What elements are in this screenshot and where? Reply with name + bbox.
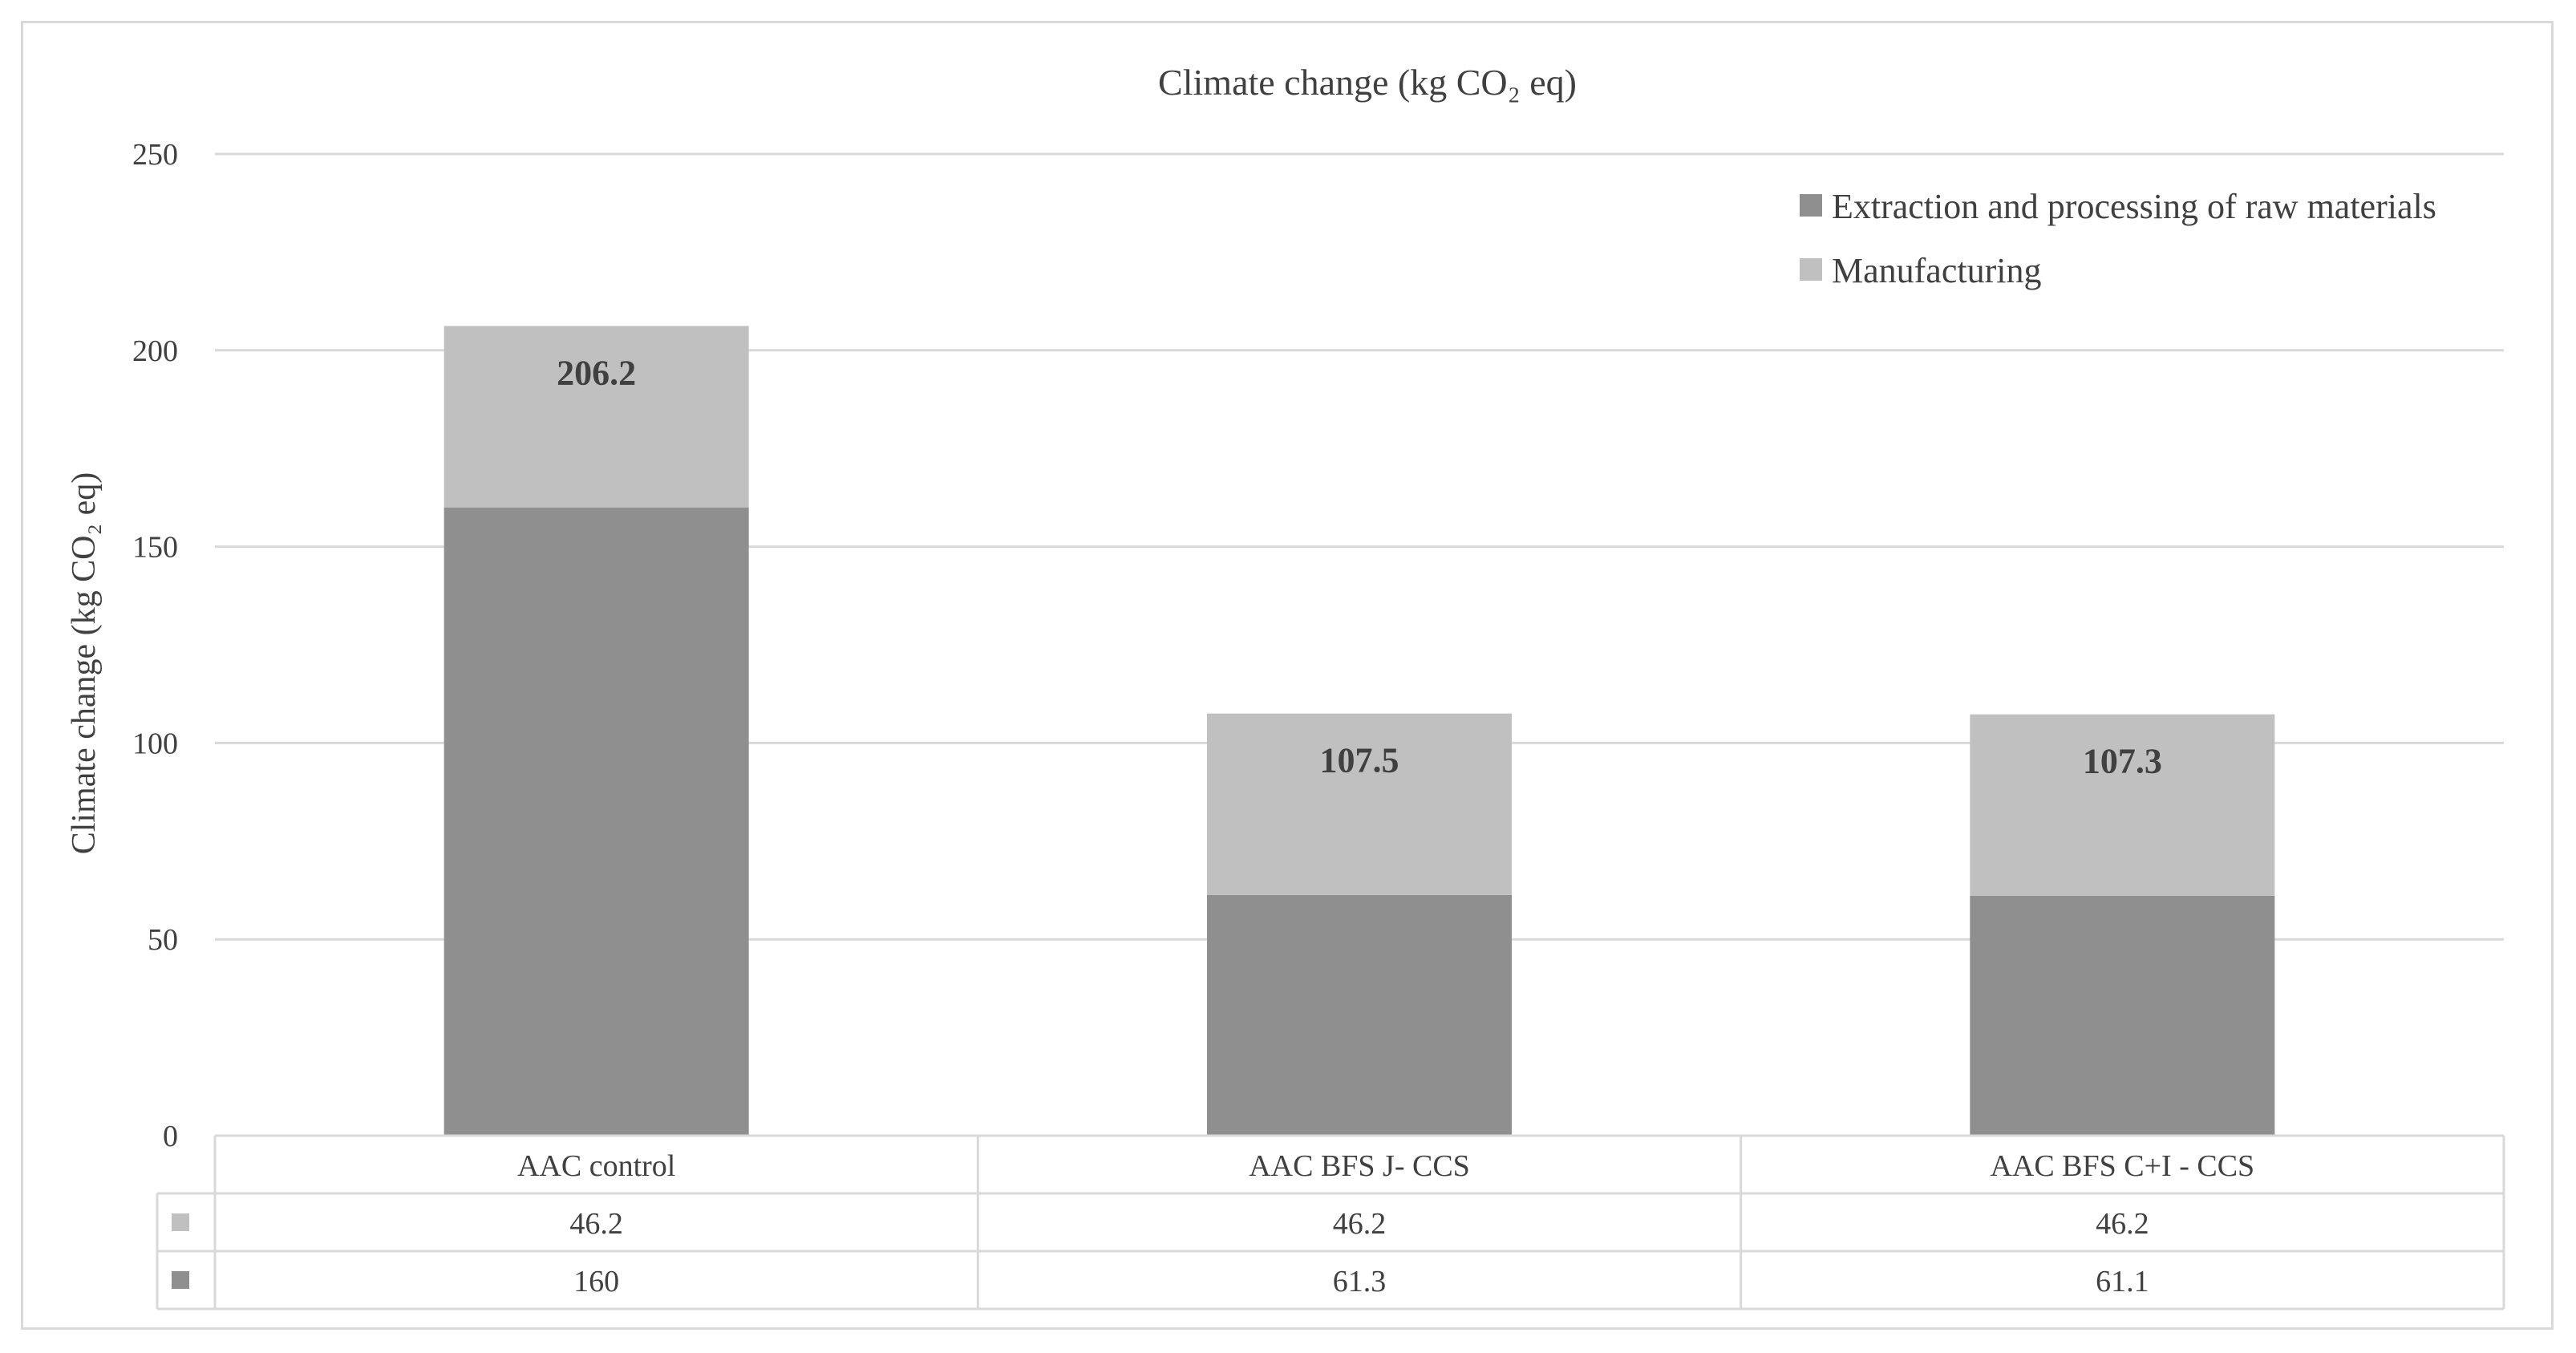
table-cell-value: 160: [573, 1265, 619, 1298]
bar-total-label: 206.2: [557, 353, 636, 392]
table-cell-value: 61.1: [2096, 1265, 2149, 1298]
legend-label: Manufacturing: [1832, 251, 2041, 290]
bar-segment-manufacturing: [444, 326, 749, 508]
table-legend-key-extraction: [172, 1271, 189, 1289]
bar-segment-extraction: [444, 507, 749, 1136]
bars: 206.2 107.5 107.3: [444, 326, 2275, 1136]
y-tick-label: 0: [163, 1120, 178, 1153]
bar-segment-extraction: [1970, 895, 2275, 1136]
bar-total-label: 107.3: [2083, 742, 2162, 781]
table-cell-value: 46.2: [1333, 1207, 1387, 1241]
table-cell-value: 46.2: [2096, 1207, 2149, 1241]
y-tick-label: 50: [148, 923, 178, 957]
y-tick-label: 100: [132, 727, 178, 760]
bar-segment-manufacturing: [1207, 713, 1512, 895]
chart-title: Climate change (kg CO₂ eq): [1158, 62, 1577, 103]
x-tick-label: AAC control: [517, 1149, 675, 1183]
legend: Extraction and processing of raw materia…: [1800, 187, 2436, 290]
y-tick-label: 150: [132, 531, 178, 565]
table-legend-key-manufacturing: [172, 1213, 189, 1231]
bar-segment-extraction: [1207, 894, 1512, 1136]
x-tick-label: AAC BFS C+I - CCS: [1990, 1149, 2254, 1183]
bar-total-label: 107.5: [1320, 741, 1399, 780]
table-cell-value: 46.2: [569, 1207, 623, 1241]
x-tick-label: AAC BFS J- CCS: [1249, 1149, 1470, 1183]
y-tick-label: 250: [132, 138, 178, 172]
legend-swatch-manufacturing: [1800, 258, 1822, 281]
table-cell-value: 61.3: [1333, 1265, 1387, 1298]
bar-segment-manufacturing: [1970, 714, 2275, 896]
y-axis-label: Climate change (kg CO₂ eq): [66, 472, 103, 855]
legend-label: Extraction and processing of raw materia…: [1832, 187, 2436, 226]
y-tick-label: 200: [132, 334, 178, 368]
legend-swatch-extraction: [1800, 194, 1822, 217]
data-table: AAC control AAC BFS J- CCS AAC BFS C+I - C…: [156, 1134, 2505, 1310]
